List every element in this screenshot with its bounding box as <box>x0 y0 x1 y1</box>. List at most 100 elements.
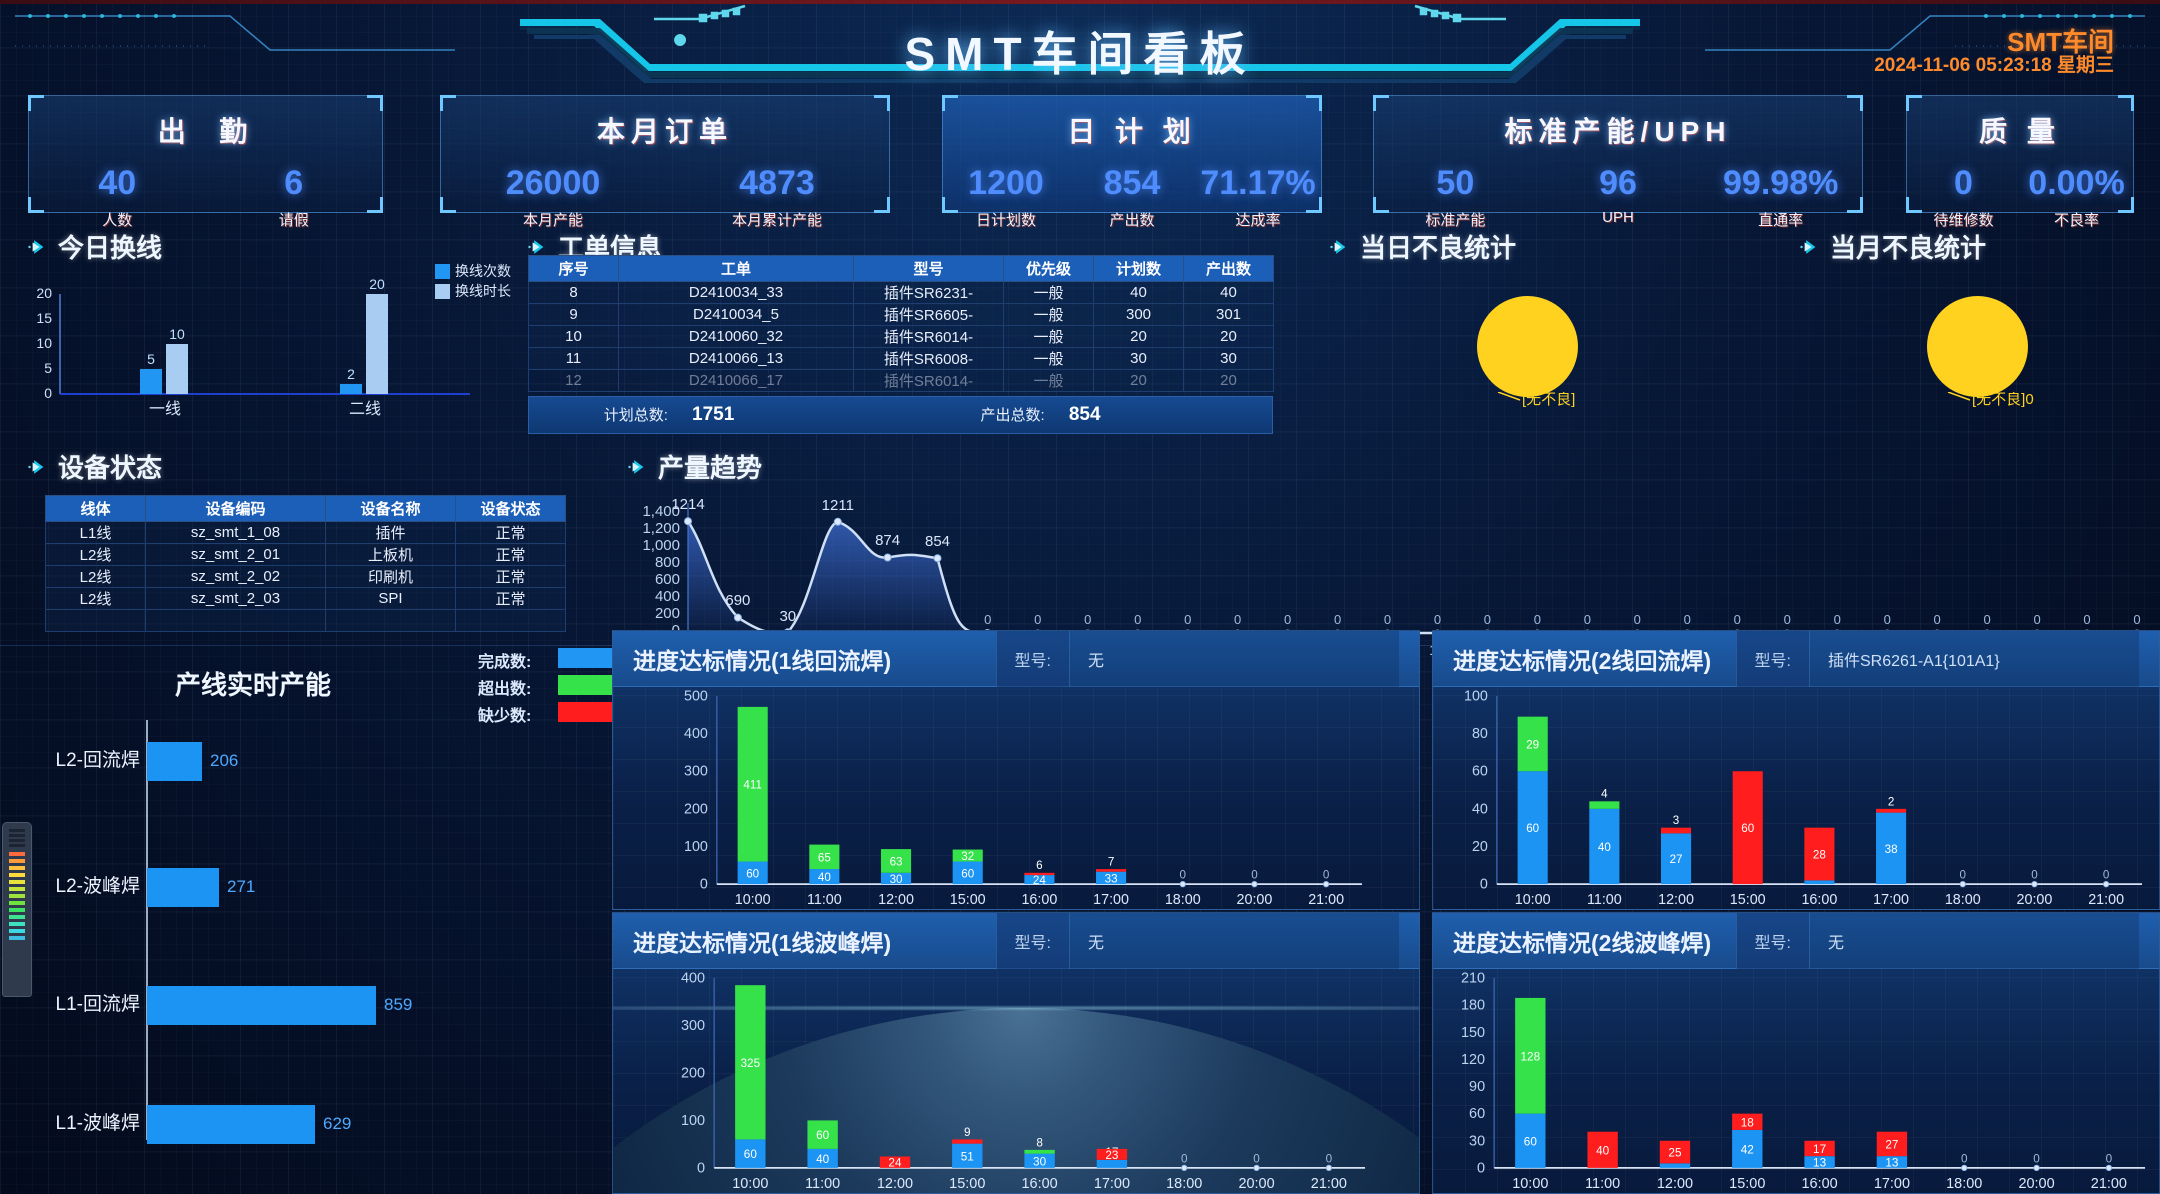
svg-text:8: 8 <box>1036 1136 1043 1149</box>
svg-text:29: 29 <box>1526 738 1539 751</box>
svg-text:15: 15 <box>36 310 52 326</box>
svg-text:40: 40 <box>816 1153 830 1166</box>
svg-text:0: 0 <box>1584 612 1591 627</box>
svg-text:27: 27 <box>1885 1138 1898 1151</box>
svg-text:210: 210 <box>1461 971 1485 987</box>
svg-text:400: 400 <box>655 588 680 605</box>
svg-text:0: 0 <box>1434 612 1441 627</box>
svg-text:800: 800 <box>655 554 680 571</box>
svg-text:0: 0 <box>2106 1152 2113 1165</box>
svg-text:10:00: 10:00 <box>732 1176 768 1192</box>
svg-text:25: 25 <box>1668 1147 1682 1160</box>
svg-text:600: 600 <box>655 571 680 588</box>
svg-text:60: 60 <box>1472 764 1488 780</box>
svg-text:16:00: 16:00 <box>1801 892 1837 908</box>
svg-text:60: 60 <box>1526 822 1539 835</box>
svg-text:15:00: 15:00 <box>1730 892 1766 908</box>
svg-text:65: 65 <box>818 851 831 864</box>
svg-text:0: 0 <box>2033 1152 2040 1165</box>
svg-text:0: 0 <box>1284 612 1291 627</box>
svg-text:0: 0 <box>1134 612 1141 627</box>
svg-text:42: 42 <box>1741 1143 1754 1156</box>
svg-text:0: 0 <box>1326 1152 1333 1165</box>
svg-text:200: 200 <box>684 801 708 817</box>
svg-text:一线: 一线 <box>149 400 181 418</box>
svg-text:40: 40 <box>1598 841 1611 854</box>
svg-text:15:00: 15:00 <box>949 1176 985 1192</box>
svg-text:L2-回流焊: L2-回流焊 <box>56 749 140 771</box>
svg-text:33: 33 <box>1105 872 1118 885</box>
svg-text:20: 20 <box>369 276 385 292</box>
svg-text:20:00: 20:00 <box>2017 892 2053 908</box>
svg-text:63: 63 <box>890 855 903 868</box>
svg-text:[无不良]: [无不良] <box>1522 392 1575 408</box>
svg-text:38: 38 <box>1885 843 1898 856</box>
svg-text:2: 2 <box>347 366 355 382</box>
svg-text:80: 80 <box>1472 726 1488 742</box>
svg-text:16:00: 16:00 <box>1802 1176 1838 1192</box>
svg-text:0: 0 <box>1084 612 1091 627</box>
svg-text:10:00: 10:00 <box>735 892 771 908</box>
svg-text:40: 40 <box>818 871 831 884</box>
svg-text:[无不良]0: [无不良]0 <box>1972 392 2034 408</box>
svg-text:18:00: 18:00 <box>1165 892 1201 908</box>
svg-text:0: 0 <box>1253 1152 1260 1165</box>
svg-text:874: 874 <box>875 532 900 549</box>
svg-text:100: 100 <box>681 1113 705 1129</box>
svg-text:0: 0 <box>1961 1152 1968 1165</box>
svg-text:20:00: 20:00 <box>1237 892 1273 908</box>
svg-text:854: 854 <box>925 533 950 550</box>
svg-text:0: 0 <box>1384 612 1391 627</box>
svg-text:1214: 1214 <box>671 496 704 513</box>
svg-text:11:00: 11:00 <box>1587 892 1622 908</box>
svg-text:0: 0 <box>1933 612 1940 627</box>
svg-text:0: 0 <box>2031 869 2038 882</box>
svg-text:L1-波峰焊: L1-波峰焊 <box>56 1112 140 1134</box>
svg-text:30: 30 <box>1469 1133 1485 1149</box>
svg-text:40: 40 <box>1596 1144 1610 1157</box>
svg-text:400: 400 <box>684 726 708 742</box>
svg-text:0: 0 <box>1234 612 1241 627</box>
svg-text:17: 17 <box>1813 1143 1826 1156</box>
svg-text:11:00: 11:00 <box>807 892 842 908</box>
svg-text:10: 10 <box>169 326 185 342</box>
svg-text:0: 0 <box>1634 612 1641 627</box>
svg-text:5: 5 <box>44 360 52 376</box>
svg-text:20:00: 20:00 <box>2018 1176 2054 1192</box>
svg-text:200: 200 <box>655 605 680 622</box>
svg-text:12:00: 12:00 <box>1658 892 1694 908</box>
svg-text:24: 24 <box>888 1157 902 1170</box>
svg-text:0: 0 <box>1734 612 1741 627</box>
svg-text:0: 0 <box>1480 877 1488 893</box>
svg-text:换线时长: 换线时长 <box>455 283 511 299</box>
svg-text:206: 206 <box>210 751 238 770</box>
svg-text:32: 32 <box>961 850 974 863</box>
svg-text:60: 60 <box>1741 822 1754 835</box>
svg-text:0: 0 <box>1534 612 1541 627</box>
svg-text:0: 0 <box>984 612 991 627</box>
svg-text:21:00: 21:00 <box>1308 892 1344 908</box>
svg-text:60: 60 <box>1469 1106 1485 1122</box>
svg-text:0: 0 <box>1334 612 1341 627</box>
svg-text:1211: 1211 <box>822 497 854 514</box>
svg-text:629: 629 <box>323 1114 351 1133</box>
svg-text:11:00: 11:00 <box>1585 1176 1620 1192</box>
svg-text:12:00: 12:00 <box>877 1176 913 1192</box>
svg-text:0: 0 <box>1034 612 1041 627</box>
svg-text:128: 128 <box>1521 1050 1541 1063</box>
svg-text:18: 18 <box>1741 1116 1755 1129</box>
svg-text:0: 0 <box>1684 612 1691 627</box>
svg-text:21:00: 21:00 <box>2091 1176 2127 1192</box>
svg-text:500: 500 <box>684 688 708 704</box>
svg-text:0: 0 <box>1180 869 1187 882</box>
svg-text:4: 4 <box>1601 788 1608 801</box>
svg-text:120: 120 <box>1461 1052 1485 1068</box>
svg-text:1,000: 1,000 <box>642 537 680 554</box>
svg-text:60: 60 <box>746 867 759 880</box>
svg-text:换线次数: 换线次数 <box>455 263 511 279</box>
svg-text:90: 90 <box>1469 1079 1485 1095</box>
svg-text:690: 690 <box>725 592 750 609</box>
svg-text:21:00: 21:00 <box>1311 1176 1347 1192</box>
svg-text:6: 6 <box>1036 859 1042 872</box>
svg-text:18:00: 18:00 <box>1945 892 1981 908</box>
